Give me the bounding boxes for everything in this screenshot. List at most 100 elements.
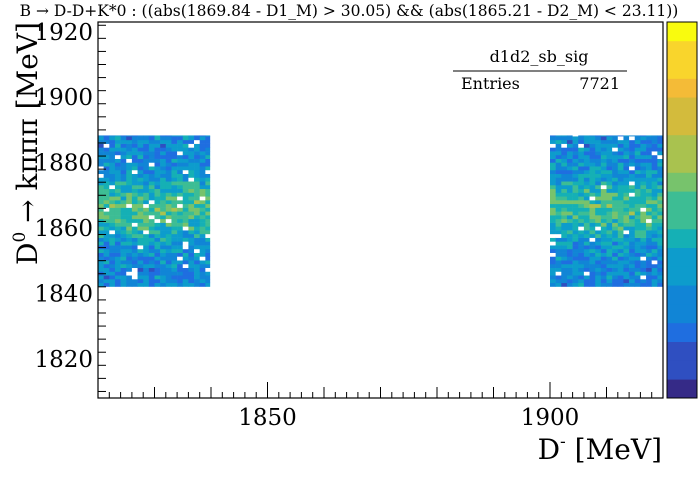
heatmap-cell (578, 260, 585, 265)
heatmap-cell (205, 241, 211, 246)
heatmap-cell (103, 177, 110, 182)
heatmap-cell (555, 278, 562, 284)
heatmap-cell (194, 151, 200, 156)
heatmap-cell (114, 151, 121, 156)
heatmap-cell (182, 181, 189, 186)
heatmap-cell (640, 278, 647, 284)
heatmap-cell (606, 237, 613, 242)
heatmap-cell (126, 154, 133, 159)
heatmap-cell (131, 162, 138, 167)
heatmap-cell (651, 169, 658, 175)
heatmap-cell (182, 135, 189, 137)
heatmap-cell (148, 192, 155, 197)
heatmap-cell (103, 151, 110, 156)
heatmap-cell (131, 211, 138, 216)
heatmap-cell (131, 215, 138, 220)
heatmap-cell (160, 211, 167, 216)
heatmap-cell (617, 203, 624, 208)
heatmap-cell (160, 282, 167, 287)
heatmap-cell (589, 136, 596, 141)
heatmap-cell (606, 200, 613, 205)
heatmap-cell (194, 282, 200, 287)
heatmap-cell (148, 143, 155, 148)
heatmap-cell (657, 184, 664, 190)
heatmap-cell (148, 188, 155, 193)
heatmap-cell (109, 162, 116, 167)
heatmap-cell (600, 263, 607, 269)
heatmap-cell (629, 158, 636, 163)
color-scale-step (667, 78, 697, 98)
heatmap-cell (646, 135, 652, 137)
heatmap-cell (623, 196, 630, 201)
heatmap-cell (561, 154, 568, 159)
heatmap-cell (555, 192, 562, 197)
heatmap-cell (640, 135, 647, 137)
heatmap-cell (651, 135, 658, 137)
heatmap-cell (634, 196, 641, 201)
heatmap-cell (98, 151, 104, 156)
heatmap-cell (160, 147, 167, 152)
heatmap-cell (103, 275, 110, 280)
heatmap-cell (623, 226, 630, 231)
heatmap-cell (617, 245, 624, 250)
heatmap-cell (617, 184, 624, 190)
heatmap-cell (143, 215, 150, 220)
heatmap-cell (131, 282, 138, 287)
heatmap-cell (131, 177, 138, 182)
heatmap-cells (98, 135, 664, 287)
heatmap-cell (640, 252, 647, 257)
heatmap-cell (205, 260, 211, 265)
heatmap-cell (617, 241, 624, 246)
heatmap-cell (114, 256, 121, 261)
heatmap-cell (126, 135, 133, 137)
heatmap-cell (578, 233, 585, 238)
heatmap-cell (114, 162, 121, 167)
heatmap-cell (143, 237, 150, 242)
heatmap-cell (578, 263, 585, 269)
heatmap-cell (646, 218, 652, 223)
heatmap-cell (578, 154, 585, 159)
heatmap-cell (160, 215, 167, 220)
heatmap-cell (194, 162, 200, 167)
heatmap-cell (148, 275, 155, 280)
heatmap-cell (566, 139, 573, 144)
heatmap-cell (550, 147, 556, 152)
heatmap-cell (103, 211, 110, 216)
heatmap-cell (623, 282, 630, 287)
heatmap-cell (646, 139, 652, 144)
heatmap-cell (606, 166, 613, 171)
heatmap-cell (651, 252, 658, 257)
heatmap-cell (657, 282, 664, 287)
heatmap-cell (194, 136, 200, 141)
heatmap-cell (114, 226, 121, 231)
heatmap-cell (550, 207, 556, 212)
heatmap-cell (589, 162, 596, 167)
heatmap-cell (561, 196, 568, 201)
heatmap-cell (137, 256, 144, 261)
heatmap-cell (566, 252, 573, 257)
heatmap-cell (188, 207, 195, 212)
heatmap-cell (171, 147, 178, 152)
heatmap-cell (555, 136, 562, 141)
heatmap-cell (589, 282, 596, 287)
heatmap-cell (634, 158, 641, 163)
heatmap-cell (199, 139, 206, 144)
heatmap-cell (131, 147, 138, 152)
heatmap-cell (137, 260, 144, 265)
heatmap-cell (646, 188, 652, 193)
heatmap-cell (572, 211, 579, 216)
heatmap-cell (550, 192, 556, 197)
heatmap-cell (566, 151, 573, 156)
heatmap-cell (600, 192, 607, 197)
heatmap-cell (555, 177, 562, 182)
heatmap-cell (160, 162, 167, 167)
heatmap-cell (171, 177, 178, 182)
heatmap-cell (578, 188, 585, 193)
heatmap-cell (182, 263, 189, 269)
heatmap-cell (623, 188, 630, 193)
heatmap-cell (199, 233, 206, 238)
heatmap-cell (205, 207, 211, 212)
heatmap-cell (612, 256, 619, 261)
heatmap-cell (629, 211, 636, 216)
heatmap-cell (583, 162, 590, 167)
